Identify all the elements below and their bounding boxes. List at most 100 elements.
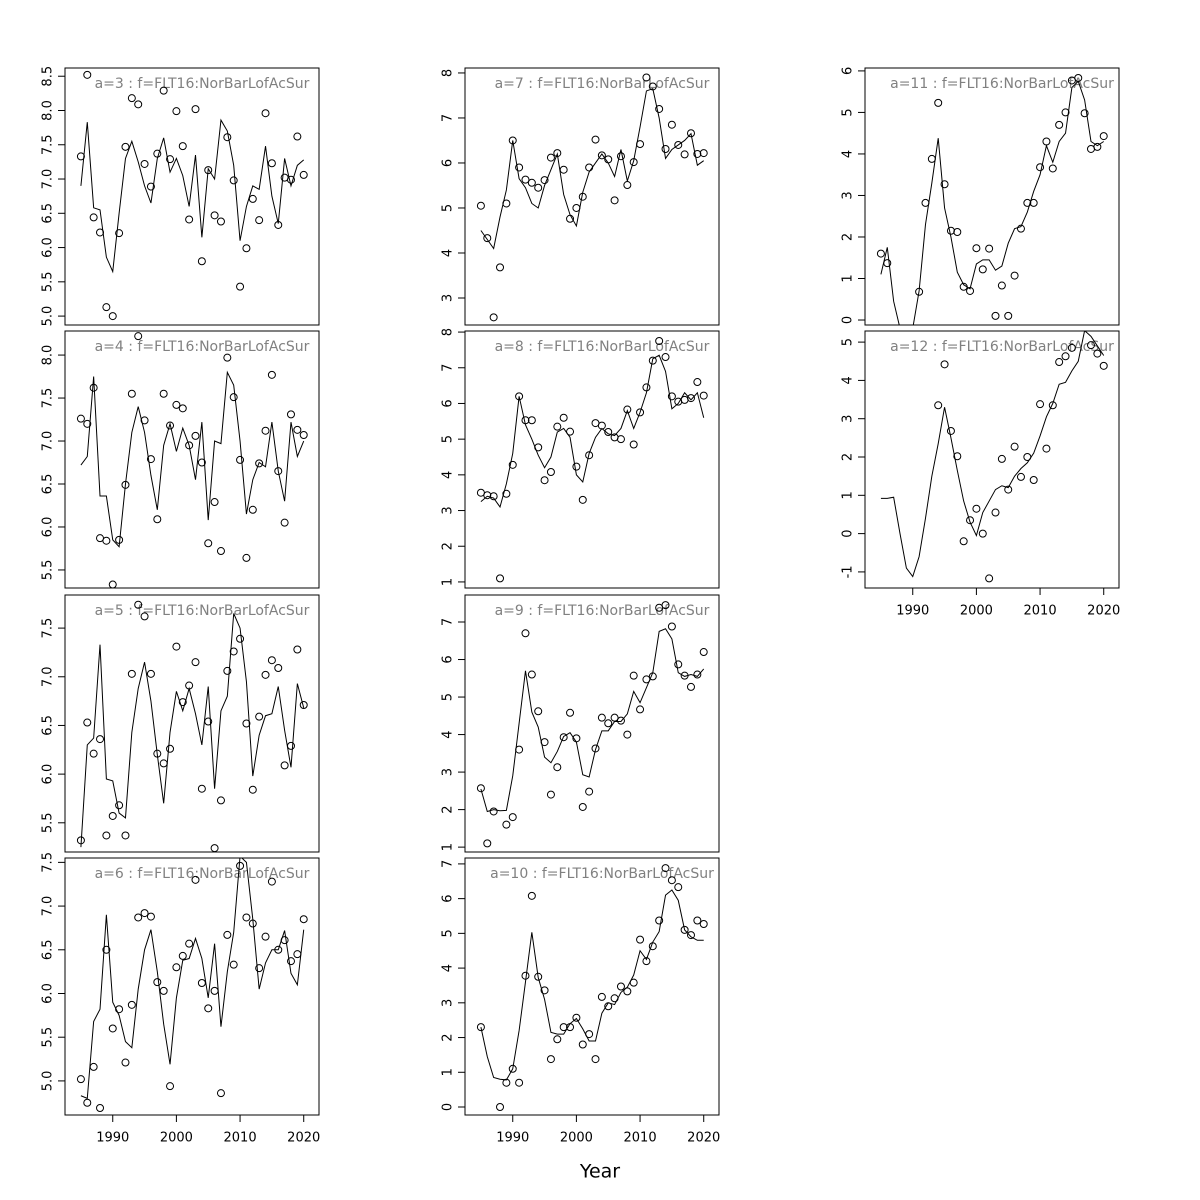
data-point (166, 421, 175, 430)
x-tick-label: 2010 (1024, 604, 1057, 619)
data-point (172, 642, 181, 651)
panel-title: a=8 : f=FLT16:NorBarLofAcSur (495, 339, 710, 355)
data-point (489, 313, 498, 322)
data-point (934, 401, 943, 410)
data-point (223, 353, 232, 362)
data-point (693, 149, 702, 158)
data-point (89, 1062, 98, 1071)
data-point (648, 356, 657, 365)
data-point (159, 759, 168, 768)
x-tick-label: 2000 (960, 604, 993, 619)
data-point (204, 539, 213, 548)
y-tick-label: 4 (441, 730, 456, 738)
panel: a=9 : f=FLT16:NorBarLofAcSur 1 2 3 4 5 6 7 (441, 594, 720, 853)
data-point (280, 761, 289, 770)
data-point (686, 931, 695, 940)
data-point (121, 831, 130, 840)
data-point (1004, 485, 1013, 494)
data-point (96, 735, 105, 744)
data-point (489, 492, 498, 501)
y-tick-label: 1 (441, 843, 456, 851)
panel: a=3 : f=FLT16:NorBarLofAcSur 5.0 5.5 6.0 6.5… (41, 66, 320, 326)
data-point (546, 1055, 555, 1064)
data-point (134, 100, 143, 109)
y-tick-label: 5 (441, 204, 456, 212)
data-point (985, 574, 994, 583)
data-point (629, 671, 638, 680)
x-tick-label: 1990 (96, 1131, 129, 1146)
data-point (1055, 120, 1064, 129)
data-point (508, 1064, 517, 1073)
y-tick-label: 7.0 (41, 169, 56, 190)
data-point (191, 658, 200, 667)
data-point (629, 440, 638, 449)
data-point (178, 698, 187, 707)
data-point (159, 389, 168, 398)
data-point (1016, 224, 1025, 233)
data-point (553, 422, 562, 431)
data-point (534, 972, 543, 981)
y-tick-label: 1 (441, 578, 456, 586)
data-point (1093, 142, 1102, 151)
y-tick-label: 5.5 (41, 271, 56, 292)
data-point (102, 303, 111, 312)
y-tick-label: 6.0 (41, 237, 56, 258)
y-tick-label: 1 (841, 274, 856, 282)
plot-frame (464, 330, 720, 589)
plot-area (476, 864, 708, 1112)
data-point (623, 730, 632, 739)
data-point (166, 1082, 175, 1091)
plot-frame (64, 594, 320, 853)
data-point (578, 495, 587, 504)
data-point (134, 332, 143, 341)
data-point (604, 428, 613, 437)
data-point (667, 622, 676, 631)
data-point (585, 787, 594, 796)
y-tick-label: 6.5 (41, 474, 56, 495)
data-point (293, 645, 302, 654)
data-point (216, 217, 225, 226)
data-point (185, 441, 194, 450)
data-point (121, 1058, 130, 1067)
data-point (1004, 311, 1013, 320)
data-point (559, 165, 568, 174)
plot-area (76, 600, 308, 852)
y-tick-label: 0 (841, 316, 856, 324)
y-tick-label: 6 (441, 894, 456, 902)
data-point (636, 935, 645, 944)
y-tick-label: 6.5 (41, 203, 56, 224)
data-point (553, 1035, 562, 1044)
data-point (1010, 271, 1019, 280)
data-point (115, 229, 124, 238)
data-point (153, 515, 162, 524)
data-point (83, 718, 92, 727)
data-point (134, 600, 143, 609)
data-point (559, 733, 568, 742)
panel-title: a=12 : f=FLT16:NorBarLofAcSur (890, 339, 1114, 355)
y-tick-label: 6.5 (41, 939, 56, 960)
data-point (927, 154, 936, 163)
data-point (286, 175, 295, 184)
data-point (966, 516, 975, 525)
data-point (1061, 352, 1070, 361)
data-point (1080, 109, 1089, 118)
data-point (127, 1000, 136, 1009)
data-point (515, 1078, 524, 1087)
data-point (1016, 472, 1025, 481)
data-point (496, 574, 505, 583)
data-point (274, 664, 283, 673)
data-point (483, 234, 492, 243)
data-point (496, 263, 505, 272)
y-tick-label: 3 (441, 768, 456, 776)
plot-area (880, 331, 1108, 583)
data-point (280, 518, 289, 527)
y-tick-label: 4 (441, 249, 456, 257)
data-point (293, 132, 302, 141)
x-tick-label: 2020 (1087, 604, 1120, 619)
plot-area (76, 70, 308, 321)
data-point (108, 580, 117, 588)
data-point (140, 612, 149, 621)
y-tick-label: 2 (441, 1033, 456, 1041)
data-point (146, 182, 155, 191)
y-tick-label: 5.0 (41, 1071, 56, 1092)
